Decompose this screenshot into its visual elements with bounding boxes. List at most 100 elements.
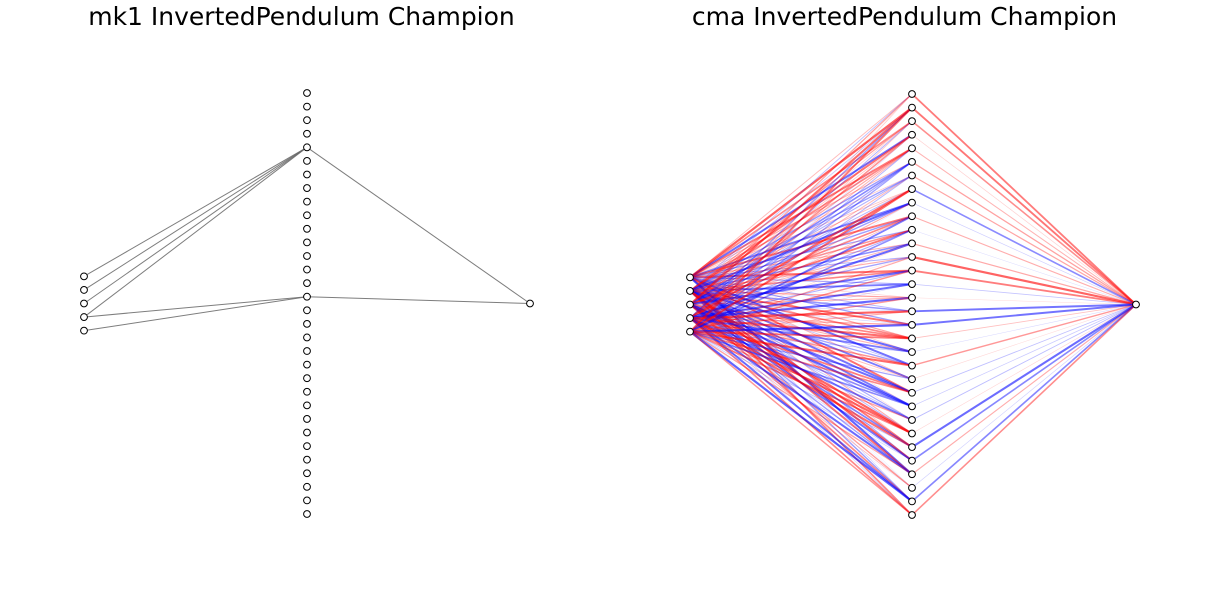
connection-edge <box>689 317 913 448</box>
neuron-node <box>908 470 916 479</box>
connection-edge <box>911 161 1137 306</box>
neuron-node <box>686 327 694 336</box>
neuron-node <box>908 130 916 139</box>
connection-edge <box>689 106 913 279</box>
connection-edge <box>911 303 1137 367</box>
neuron-node <box>303 116 311 125</box>
neuron-node <box>303 184 311 192</box>
connection-edge <box>689 331 913 488</box>
neuron-node <box>526 299 534 308</box>
cma-network-panel: cma InvertedPendulum Champion <box>603 0 1206 601</box>
neuron-node <box>908 239 916 248</box>
neuron-node <box>303 319 311 328</box>
neuron-node <box>303 415 311 423</box>
connection-edge <box>689 133 913 292</box>
neuron-node <box>303 143 311 152</box>
neuron-node <box>908 361 916 370</box>
neuron-node <box>908 375 916 384</box>
neuron-node <box>303 387 311 396</box>
neuron-node <box>686 273 694 282</box>
neuron-node <box>303 455 311 464</box>
connection-edge <box>689 175 913 305</box>
neuron-node <box>303 89 311 97</box>
neuron-node <box>908 117 916 126</box>
connection-edge <box>689 317 913 489</box>
connection-edge <box>689 323 913 333</box>
neuron-node <box>80 286 88 294</box>
connection-edge <box>689 289 913 354</box>
neuron-node <box>686 314 694 322</box>
connection-edge <box>689 276 913 312</box>
neuron-node <box>303 170 311 179</box>
connection-edge <box>911 297 1137 305</box>
connection-edge <box>689 283 913 332</box>
connection-edge <box>911 303 1137 313</box>
connection-edge <box>689 296 913 320</box>
neuron-node <box>303 157 311 165</box>
connection-edge <box>689 175 913 333</box>
neuron-node <box>908 171 916 180</box>
connection-edge <box>689 215 913 333</box>
connection-edge <box>689 188 913 305</box>
connection-edge <box>689 134 913 319</box>
neuron-node <box>908 307 916 316</box>
connection-edge <box>911 120 1137 306</box>
connection-edge <box>689 107 913 292</box>
connection-edge <box>911 304 1137 489</box>
connection-edge <box>911 134 1137 305</box>
neuron-node <box>303 265 311 274</box>
neuron-node <box>80 326 88 335</box>
neuron-node <box>303 224 311 233</box>
neuron-node <box>303 510 311 518</box>
connection-edge <box>689 330 913 367</box>
connection-edge <box>689 269 913 333</box>
neuron-node <box>908 225 916 234</box>
connection-edge <box>689 331 913 380</box>
connection-edge <box>689 202 913 332</box>
neuron-node <box>303 292 311 301</box>
neuron-node <box>908 293 916 302</box>
panel-title-cma: cma InvertedPendulum Champion <box>691 2 1118 31</box>
connection-edge <box>689 330 913 394</box>
connection-edge <box>689 201 913 292</box>
connection-edge <box>689 134 913 332</box>
connection-edge <box>689 297 913 333</box>
cma-network-diagram <box>686 90 1140 519</box>
connection-edge <box>689 317 913 421</box>
connection-edge <box>911 304 1137 434</box>
connection-edge <box>689 331 913 448</box>
connection-edge <box>83 146 308 291</box>
neuron-node <box>686 287 694 295</box>
connection-edge <box>689 228 913 306</box>
neuron-node <box>303 401 311 410</box>
connection-edge <box>911 303 1137 462</box>
neuron-node <box>80 313 88 321</box>
neuron-node <box>908 348 916 356</box>
connection-edge <box>83 146 308 318</box>
neuron-node <box>303 102 311 111</box>
connection-edge <box>689 161 913 319</box>
connection-edge <box>689 175 913 278</box>
connection-edge <box>911 174 1137 306</box>
neuron-node <box>908 212 916 221</box>
connection-edge <box>306 146 531 304</box>
nodes <box>80 89 534 518</box>
neuron-node <box>908 511 916 519</box>
connection-edge <box>911 303 1137 503</box>
connection-edge <box>689 188 913 292</box>
neuron-node <box>303 374 311 383</box>
connection-edge <box>911 304 1137 394</box>
panel-title-mk1: mk1 InvertedPendulum Champion <box>88 2 515 31</box>
connection-edge <box>689 330 913 408</box>
neuron-node <box>908 253 916 261</box>
connection-edge <box>689 317 913 367</box>
connection-edge <box>689 93 913 278</box>
connection-edge <box>689 283 913 305</box>
connection-edge <box>689 188 913 319</box>
connection-edge <box>83 296 308 318</box>
connection-edge <box>689 120 913 278</box>
connection-edge <box>689 106 913 333</box>
connection-edge <box>689 270 913 319</box>
neuron-node <box>908 103 916 112</box>
connection-edge <box>689 107 913 319</box>
